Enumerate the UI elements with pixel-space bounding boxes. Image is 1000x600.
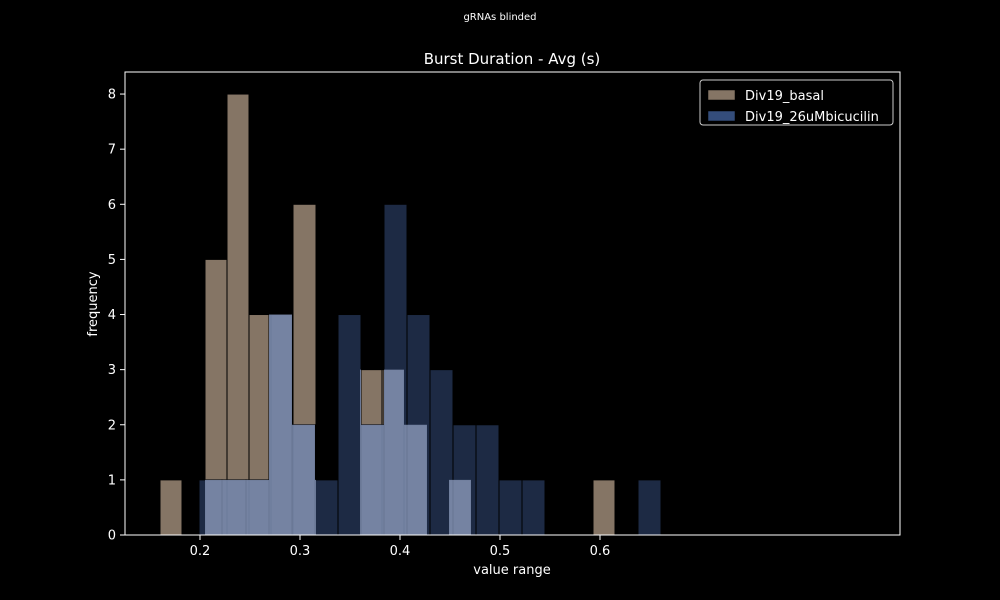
legend-label-2: Div19_26uMbicucilin	[745, 110, 879, 125]
overlap-bar-7	[360, 369, 361, 535]
series-2-bar-15	[521, 479, 546, 536]
overlap-bar-2	[222, 479, 227, 535]
overlap-bar-1	[205, 479, 222, 535]
y-tick-label-1: 0	[108, 529, 116, 544]
overlap-bar-4	[271, 314, 292, 535]
overlap-bar-8	[382, 424, 384, 535]
y-axis-label: frequency	[86, 271, 101, 337]
y-tick-label-5: 4	[108, 308, 116, 323]
legend-swatch-1	[707, 89, 736, 101]
y-tick-label-4: 3	[108, 363, 116, 378]
legend: Div19_basal Div19_26uMbicucilin	[699, 79, 894, 126]
x-tick-label-2: 0.3	[290, 544, 311, 559]
y-tick-label-7: 6	[108, 198, 116, 213]
series-2-bar-16	[637, 479, 662, 536]
series-2-bar-14	[498, 479, 523, 536]
y-tick-label-6: 5	[108, 253, 116, 268]
x-tick-label-5: 0.6	[590, 544, 611, 559]
series-1-bar-1	[159, 479, 183, 536]
series-2-bar-6	[314, 479, 339, 536]
overlap-layer	[205, 314, 471, 535]
chart-title: Burst Duration - Avg (s)	[424, 50, 601, 68]
plot-area: 0.2 0.3 0.4 0.5 0.6 0 1 2 3 4 5 6 7 8	[108, 71, 901, 559]
y-tick-label-3: 2	[108, 418, 116, 433]
plot-frame	[124, 71, 901, 536]
overlap-bar-3	[249, 479, 269, 535]
series-1-bar-3	[226, 93, 250, 536]
x-axis-label: value range	[473, 563, 550, 578]
overlap-bar-8	[361, 424, 382, 535]
x-tick-label-4: 0.5	[490, 544, 511, 559]
y-tick-label-8: 7	[108, 143, 116, 158]
x-tick-label-3: 0.4	[390, 544, 411, 559]
overlap-bar-5	[292, 424, 293, 535]
overlap-bar-3	[246, 479, 249, 535]
legend-box	[699, 79, 894, 126]
y-tick-label-2: 1	[108, 473, 116, 488]
overlap-bar-5	[293, 424, 315, 535]
overlap-bar-6	[315, 479, 316, 535]
overlap-bar-2	[227, 479, 246, 535]
legend-swatch-2	[707, 110, 736, 122]
figure-suptitle: gRNAs blinded	[463, 12, 536, 23]
series-1-bar-11	[592, 479, 616, 536]
overlap-bar-10	[407, 424, 427, 535]
overlap-bar-9	[404, 424, 407, 535]
series-2-bar-7	[337, 314, 362, 536]
overlap-bar-9	[384, 369, 404, 535]
overlap-bar-12	[453, 479, 471, 535]
series-2-bar-13	[475, 424, 500, 536]
y-tick-label-9: 8	[108, 88, 116, 103]
legend-label-1: Div19_basal	[745, 89, 824, 104]
overlap-bar-11	[449, 479, 453, 535]
x-tick-label-1: 0.2	[190, 544, 211, 559]
overlap-bar-4	[269, 314, 271, 535]
